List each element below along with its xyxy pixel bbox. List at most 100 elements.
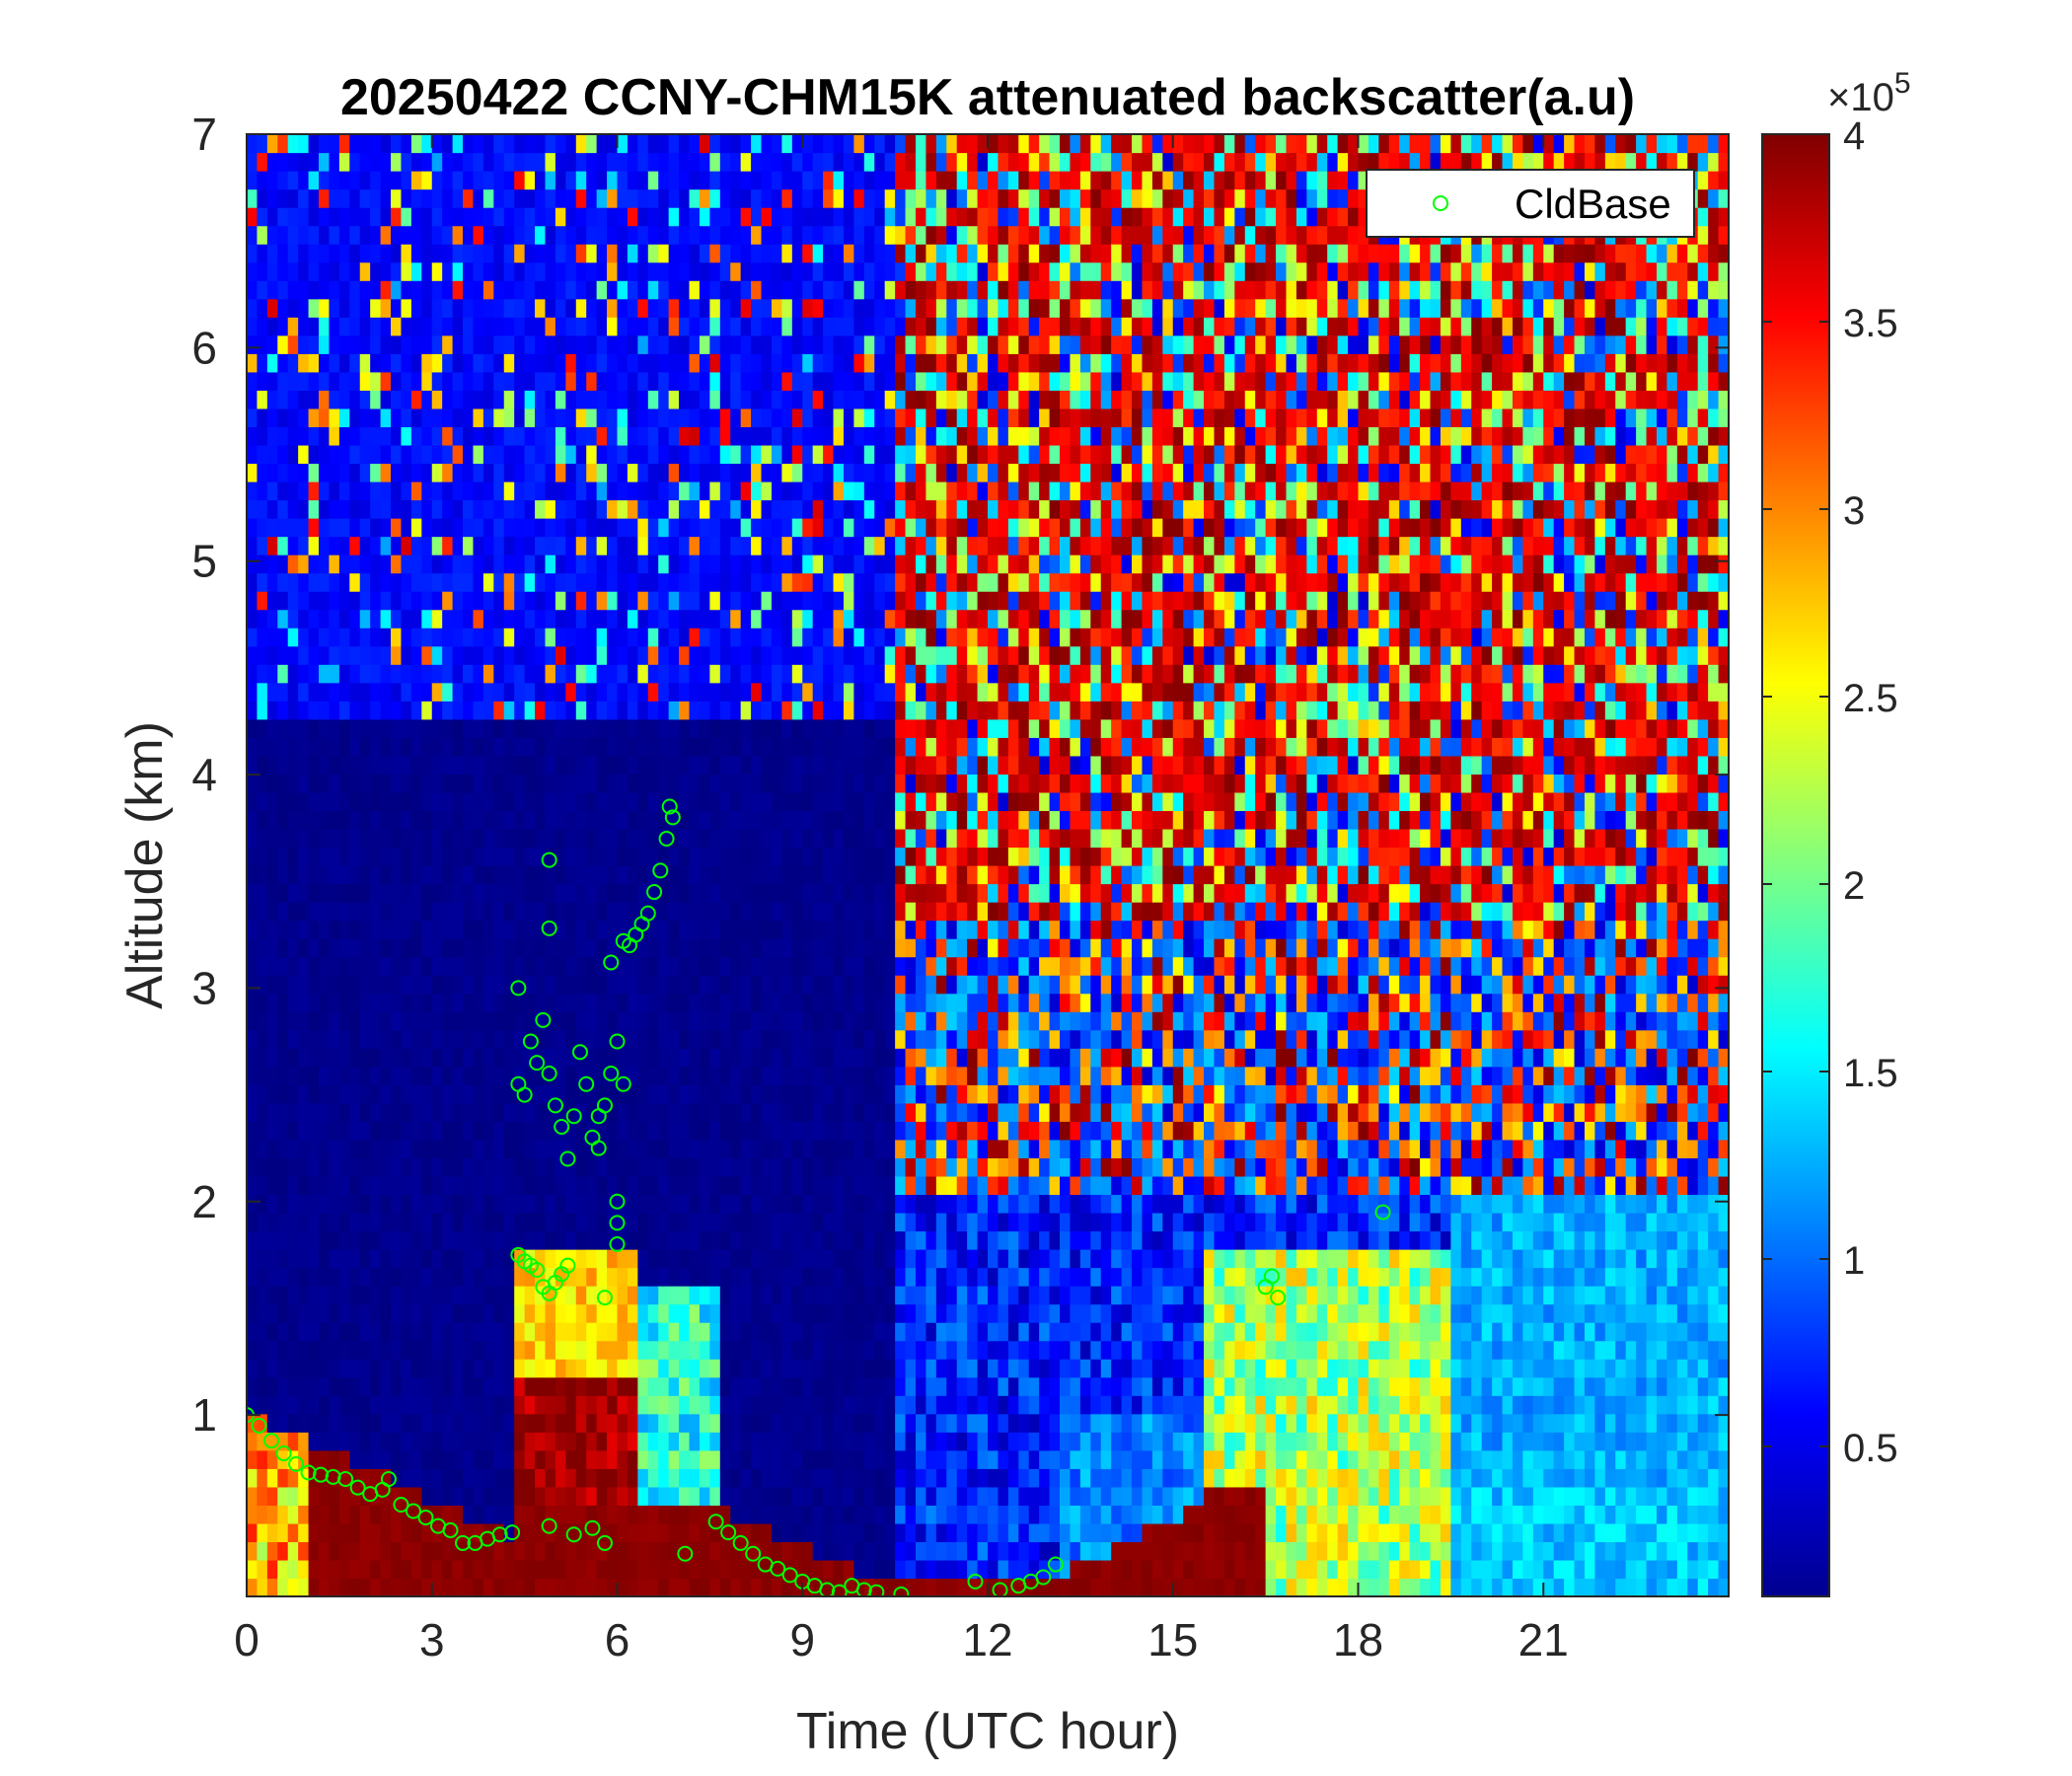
heatmap-cell — [277, 682, 289, 702]
heatmap-cell — [647, 1029, 659, 1049]
heatmap-cell — [514, 536, 526, 555]
heatmap-cell — [771, 1194, 782, 1214]
heatmap-cell — [247, 993, 259, 1012]
heatmap-cell — [812, 1249, 824, 1269]
heatmap-cell — [843, 718, 854, 738]
heatmap-cell — [802, 847, 814, 866]
heatmap-cell — [359, 755, 371, 775]
heatmap-cell — [380, 1303, 392, 1323]
heatmap-cell — [751, 975, 763, 995]
heatmap-cell — [535, 591, 547, 611]
heatmap-cell — [329, 518, 340, 538]
heatmap-cell — [699, 1522, 710, 1543]
heatmap-cell — [503, 261, 515, 281]
heatmap-cell — [463, 225, 475, 245]
heatmap-cell — [637, 1212, 649, 1232]
heatmap-cell — [647, 1340, 659, 1360]
heatmap-cell — [565, 171, 577, 190]
heatmap-cell — [781, 701, 793, 720]
heatmap-cell — [617, 1359, 629, 1378]
heatmap-cell — [709, 1522, 721, 1543]
heatmap-cell — [298, 1102, 310, 1122]
heatmap-cell — [607, 847, 619, 866]
heatmap-cell — [338, 993, 350, 1012]
heatmap-cell — [802, 1194, 814, 1214]
heatmap-cell — [802, 207, 814, 227]
heatmap-cell — [401, 572, 412, 592]
heatmap-cell — [247, 847, 259, 866]
heatmap-cell — [266, 207, 278, 227]
heatmap-cell — [863, 1230, 875, 1250]
heatmap-cell — [833, 280, 845, 300]
heatmap-cell — [319, 555, 331, 574]
heatmap-cell — [503, 1449, 515, 1469]
heatmap-cell — [277, 1322, 289, 1342]
heatmap-cell — [679, 1175, 691, 1196]
heatmap-cell — [329, 171, 340, 190]
heatmap-cell — [266, 828, 278, 849]
heatmap-cell — [514, 555, 526, 574]
heatmap-cell — [709, 572, 721, 592]
heatmap-cell — [658, 938, 670, 958]
heatmap-cell — [823, 664, 835, 684]
heatmap-cell — [833, 572, 845, 592]
heatmap-cell — [410, 1175, 422, 1196]
heatmap-cell — [565, 591, 577, 611]
heatmap-cell — [823, 1011, 835, 1031]
heatmap-cell — [647, 1303, 659, 1323]
heatmap-cell — [771, 1541, 782, 1561]
heatmap-cell — [401, 244, 412, 263]
heatmap-cell — [637, 463, 649, 482]
heatmap-cell — [401, 1468, 412, 1488]
heatmap-cell — [637, 1505, 649, 1524]
heatmap-cell — [442, 1286, 454, 1305]
heatmap-cell — [833, 444, 845, 465]
heatmap-cell — [329, 152, 340, 172]
heatmap-cell — [493, 463, 505, 482]
heatmap-cell — [370, 1505, 382, 1524]
heatmap-cell — [359, 1413, 371, 1433]
heatmap-cell — [647, 1249, 659, 1269]
heatmap-cell — [545, 280, 556, 300]
heatmap-cell — [812, 1286, 824, 1305]
heatmap-cell — [442, 1340, 454, 1360]
heatmap-cell — [565, 481, 577, 501]
heatmap-cell — [257, 426, 268, 446]
heatmap-cell — [586, 317, 598, 336]
heatmap-cell — [329, 1578, 340, 1596]
heatmap-cell — [709, 737, 721, 757]
heatmap-cell — [359, 1267, 371, 1287]
heatmap-cell — [751, 902, 763, 922]
heatmap-cell — [555, 334, 566, 354]
heatmap-cell — [535, 1322, 547, 1342]
heatmap-cell — [359, 171, 371, 190]
heatmap-cell — [771, 1102, 782, 1122]
heatmap-cell — [473, 152, 484, 172]
heatmap-cell — [452, 628, 464, 647]
heatmap-cell — [802, 1541, 814, 1561]
heatmap-cell — [524, 317, 536, 336]
heatmap-cell — [370, 956, 382, 976]
heatmap-cell — [627, 1449, 638, 1469]
heatmap-cell — [802, 1340, 814, 1360]
heatmap-cell — [823, 426, 835, 446]
heatmap-cell — [689, 1230, 701, 1250]
heatmap-cell — [771, 956, 782, 976]
heatmap-cell — [277, 1194, 289, 1214]
heatmap-cell — [421, 938, 433, 958]
heatmap-cell — [287, 1559, 299, 1580]
heatmap-cell — [823, 1522, 835, 1543]
heatmap-cell — [247, 1267, 259, 1287]
heatmap-cell — [596, 664, 608, 684]
heatmap-cell — [329, 280, 340, 300]
heatmap-cell — [452, 883, 464, 903]
heatmap-cell — [421, 1267, 433, 1287]
heatmap-cell — [319, 1395, 331, 1415]
heatmap-cell — [565, 956, 577, 976]
heatmap-cell — [812, 407, 824, 428]
heatmap-cell — [277, 883, 289, 903]
heatmap-cell — [751, 810, 763, 830]
heatmap-cell — [874, 1249, 886, 1269]
heatmap-cell — [586, 1468, 598, 1488]
heatmap-cell — [771, 407, 782, 428]
